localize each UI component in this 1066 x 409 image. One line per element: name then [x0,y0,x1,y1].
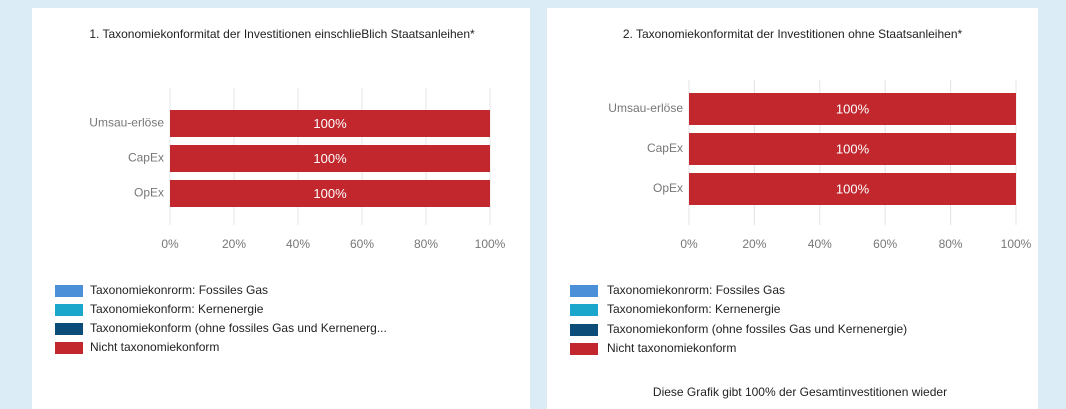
bar [170,110,490,137]
y-tick-label: OpEx [134,186,164,200]
chart-title: 2. Taxonomiekonformitat der Investitione… [622,27,963,41]
note: Diese Grafik gibt 100% der Gesamtinvesti… [653,385,947,399]
chart-panel: 1. Taxonomiekonformitat der Investitione… [32,8,530,409]
chart-panel: 2. Taxonomiekonformitat der Investitione… [547,8,1038,409]
legend-swatch [570,343,598,355]
legend-swatch [55,323,83,335]
legend-swatch [570,324,598,336]
x-tick-label: 100% [1001,237,1032,251]
value-label: 100% [313,151,347,166]
x-tick-label: 100% [475,237,506,251]
value-label: 100% [836,181,870,196]
legend-label: Taxonomiekonform: Kernenergie [607,302,781,316]
bar [170,180,490,207]
legend-label: Taxonomiekonform: Kernenergie [90,302,264,316]
bar [170,145,490,172]
legend-swatch [570,285,598,297]
legend-swatch [55,285,83,297]
x-tick-label: 40% [286,237,310,251]
y-tick-label: CapEx [647,141,683,155]
chart: 0% 20% 40% 60% 80% 100% Umsau-erlöse 100% CapEx 1… [570,80,1032,399]
legend-label: Taxonomiekonform (ohne fossiles Gas und … [90,321,387,335]
value-label: 100% [313,116,347,131]
chart-title: 1. Taxonomiekonformitat der Investitione… [89,27,475,41]
x-tick-label: 20% [222,237,246,251]
legend-label: Nicht taxonomiekonform [90,340,219,354]
y-tick-label: CapEx [128,151,164,165]
y-tick-label: Umsau-erlöse [608,101,683,115]
x-tick-label: 20% [742,237,766,251]
legend-swatch [570,304,598,316]
legend-label: Taxonomiekonform (ohne fossiles Gas und … [607,322,907,336]
legend-swatch [55,342,83,354]
value-label: 100% [836,141,870,156]
legend-label: Taxonomiekonrorm: Fossiles Gas [90,283,268,297]
legend-swatch [55,304,83,316]
legend-label: Nicht taxonomiekonform [607,341,736,355]
bar [689,133,1016,165]
y-tick-label: Umsau-erlöse [89,116,164,130]
x-tick-label: 60% [873,237,897,251]
y-tick-label: OpEx [653,181,683,195]
legend-label: Taxonomiekonrorm: Fossiles Gas [607,283,785,297]
x-tick-label: 0% [680,237,698,251]
x-tick-label: 40% [808,237,832,251]
value-label: 100% [313,186,347,201]
x-tick-label: 80% [414,237,438,251]
bar [689,173,1016,205]
bar [689,93,1016,125]
value-label: 100% [836,101,870,116]
x-tick-label: 80% [939,237,963,251]
chart: 0% 20% 40% 60% 80% 100% Umsau-erlöse 100% CapEx 1… [55,88,506,354]
x-tick-label: 0% [161,237,179,251]
x-tick-label: 60% [350,237,374,251]
